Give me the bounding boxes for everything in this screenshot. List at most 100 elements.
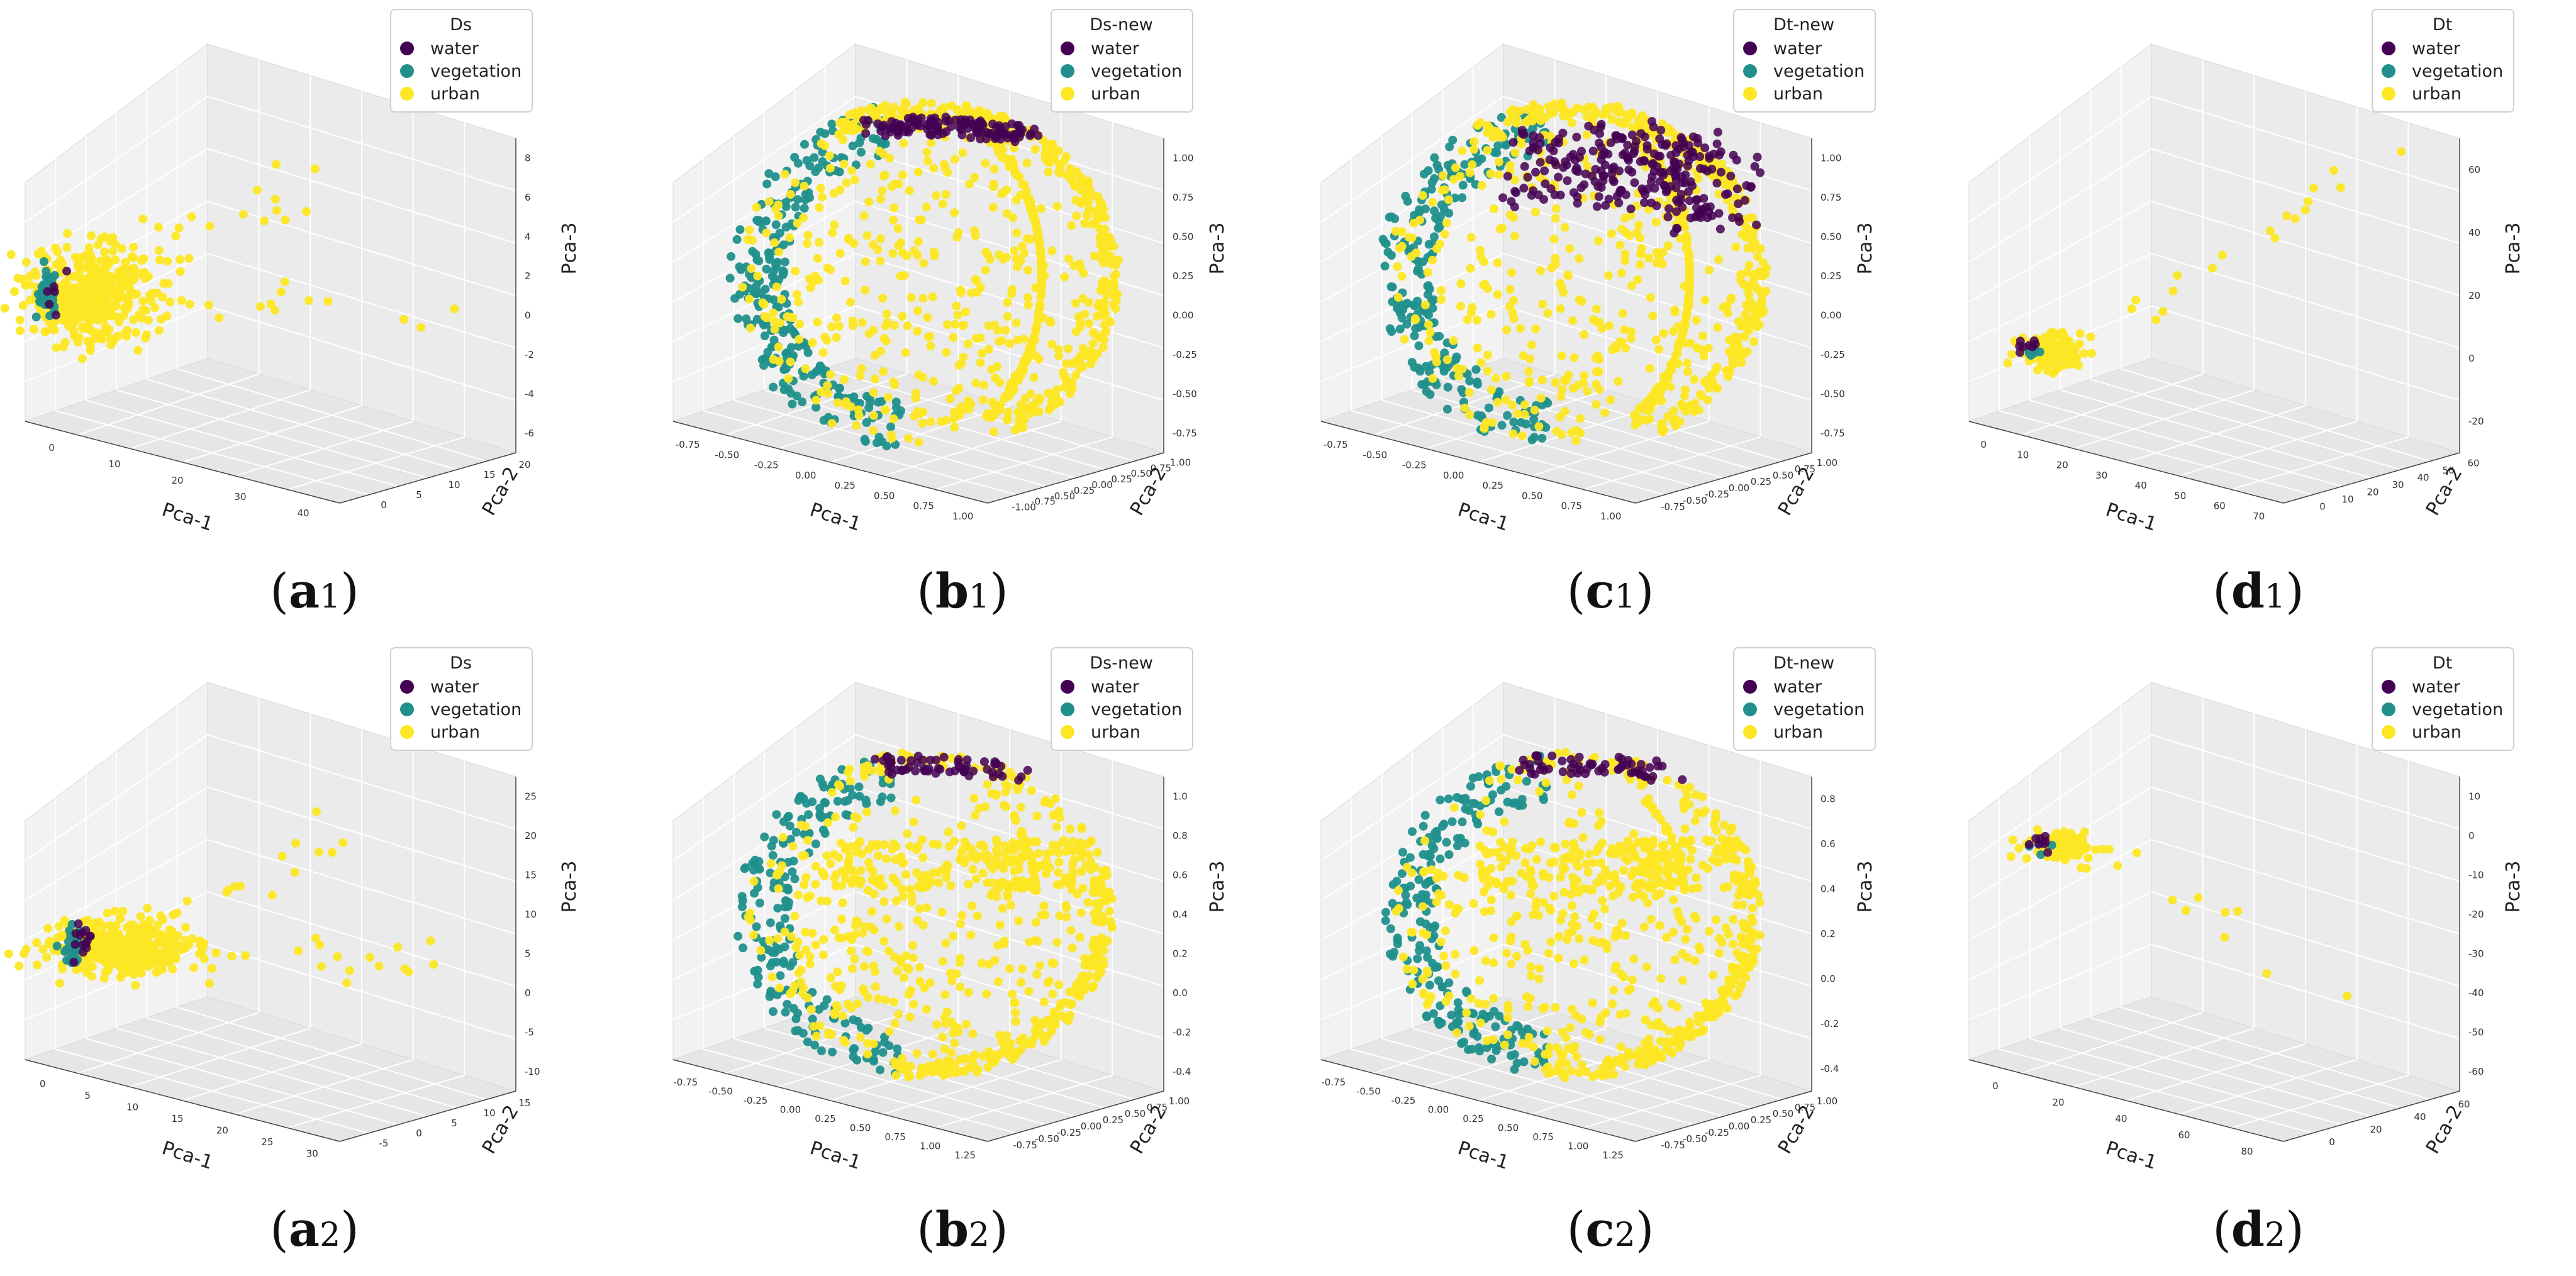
- urban-point: [1681, 231, 1691, 241]
- urban-point: [121, 264, 131, 273]
- vegetation-point: [752, 282, 761, 291]
- x-tick-label: 1.00: [952, 511, 973, 522]
- vegetation-point: [1448, 135, 1458, 145]
- y-tick-label: 0.00: [1729, 482, 1749, 494]
- urban-point: [187, 212, 196, 221]
- urban-point: [819, 935, 828, 944]
- water-point: [51, 311, 60, 320]
- urban-point: [899, 858, 908, 867]
- urban-point: [1400, 335, 1409, 344]
- urban-point: [333, 952, 342, 962]
- urban-point: [1055, 160, 1064, 169]
- urban-point: [119, 311, 128, 321]
- urban-point: [1744, 260, 1754, 270]
- x-tick-label: 0.25: [835, 480, 856, 491]
- vegetation-point: [762, 179, 772, 189]
- vegetation-point: [808, 797, 817, 807]
- vegetation-point: [39, 280, 48, 289]
- urban-point: [1615, 240, 1625, 250]
- urban-point: [1062, 903, 1071, 913]
- urban-point: [839, 375, 849, 384]
- urban-point: [1508, 429, 1518, 438]
- vegetation-point: [779, 957, 788, 966]
- urban-point: [315, 940, 325, 950]
- urban-point: [2131, 296, 2141, 305]
- urban-point: [818, 192, 827, 202]
- water-point: [1600, 160, 1610, 170]
- urban-point: [266, 299, 276, 309]
- urban-point: [129, 253, 138, 263]
- z-tick-label: 0.25: [1173, 270, 1193, 282]
- water-point: [1652, 201, 1661, 211]
- urban-point: [902, 251, 912, 260]
- water-point: [1536, 139, 1545, 148]
- urban-point: [1552, 426, 1561, 436]
- urban-point: [1739, 279, 1748, 289]
- legend-label: vegetation: [430, 61, 522, 81]
- water-point: [1536, 158, 1545, 167]
- vegetation-point: [862, 392, 872, 401]
- urban-point: [157, 964, 166, 974]
- water-point: [1010, 137, 1020, 147]
- urban-point: [2065, 348, 2074, 358]
- urban-point: [949, 333, 958, 342]
- urban-point: [146, 948, 155, 957]
- urban-point: [1713, 323, 1722, 332]
- urban-point: [970, 173, 979, 182]
- urban-point: [1088, 983, 1097, 992]
- z-tick-label: 0.00: [1820, 309, 1841, 321]
- urban-point: [1700, 296, 1710, 305]
- urban-point: [907, 890, 917, 900]
- urban-point: [215, 313, 224, 323]
- urban-point: [1031, 918, 1040, 927]
- legend-label: urban: [2412, 84, 2462, 104]
- urban-point: [876, 194, 886, 204]
- urban-point: [839, 159, 849, 169]
- urban-point: [951, 319, 960, 329]
- water-point: [71, 929, 81, 938]
- urban-point: [1027, 336, 1037, 346]
- urban-point: [70, 284, 79, 293]
- legend-label: urban: [430, 84, 481, 104]
- urban-point: [914, 438, 923, 447]
- urban-point: [791, 267, 800, 276]
- urban-point: [1681, 406, 1691, 416]
- z-tick-label: 8: [525, 152, 531, 164]
- urban-point: [137, 968, 146, 978]
- urban-point: [155, 326, 164, 335]
- vegetation-point: [764, 169, 774, 178]
- urban-point: [129, 315, 138, 325]
- urban-point: [823, 818, 833, 828]
- urban-point: [1507, 268, 1517, 277]
- y-tick-label: 10: [483, 1107, 495, 1119]
- urban-point: [1103, 242, 1112, 252]
- urban-point: [958, 148, 967, 157]
- urban-point: [938, 1033, 947, 1042]
- urban-point: [1549, 108, 1558, 117]
- urban-point: [901, 870, 911, 879]
- vegetation-point: [828, 1047, 837, 1057]
- urban-point: [1054, 980, 1064, 989]
- urban-point: [1061, 846, 1071, 856]
- vegetation-point: [791, 202, 800, 212]
- urban-point: [72, 965, 81, 975]
- urban-point: [1560, 223, 1570, 232]
- urban-point: [826, 859, 835, 868]
- vegetation-point: [840, 797, 849, 806]
- vegetation-point: [780, 914, 789, 923]
- urban-point: [1505, 161, 1515, 170]
- legend-marker: [1743, 87, 1757, 101]
- urban-point: [952, 301, 961, 311]
- urban-point: [1703, 343, 1713, 353]
- urban-point: [880, 406, 889, 415]
- urban-point: [870, 374, 879, 384]
- urban-point: [1110, 272, 1119, 281]
- urban-point: [976, 283, 985, 292]
- urban-point: [1507, 400, 1517, 409]
- urban-point: [1495, 132, 1503, 141]
- urban-point: [2048, 328, 2058, 337]
- urban-point: [1658, 248, 1668, 257]
- urban-point: [866, 160, 875, 169]
- urban-point: [1002, 1031, 1012, 1040]
- y-axis-line: [339, 1090, 516, 1142]
